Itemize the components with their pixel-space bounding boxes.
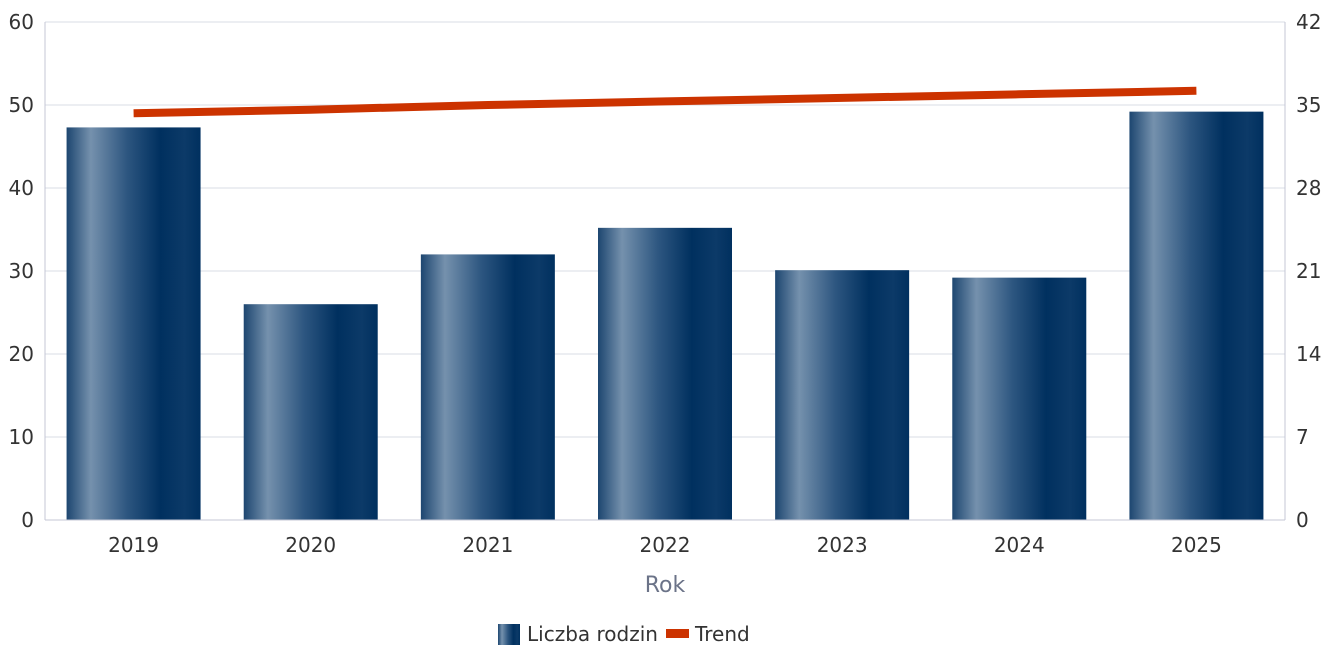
trend-series: [133, 86, 1197, 118]
bar[interactable]: [420, 254, 555, 520]
y-tick-label: 50: [9, 93, 34, 117]
y-tick-label: 40: [9, 176, 34, 200]
x-tick-label: 2025: [1171, 533, 1222, 557]
trend-line[interactable]: [133, 86, 1197, 118]
right-y-axis-ticks: 0 7 14 21 28 35 42: [1296, 10, 1321, 532]
bar[interactable]: [66, 127, 201, 520]
bar-series: [66, 111, 1264, 520]
y2-tick-label: 14: [1296, 342, 1321, 366]
x-tick-label: 2023: [817, 533, 868, 557]
legend-label: Liczba rodzin: [527, 622, 658, 645]
y2-tick-label: 21: [1296, 259, 1321, 283]
legend-swatch-bars: [498, 624, 520, 645]
y2-tick-label: 7: [1296, 425, 1309, 449]
x-tick-label: 2024: [994, 533, 1045, 557]
x-tick-label: 2020: [285, 533, 336, 557]
y2-tick-label: 42: [1296, 10, 1321, 34]
legend-item-trend[interactable]: Trend: [666, 622, 750, 645]
y-tick-label: 60: [9, 10, 34, 34]
x-tick-label: 2019: [108, 533, 159, 557]
x-axis-title: Rok: [645, 573, 686, 598]
y-tick-label: 10: [9, 425, 34, 449]
y2-tick-label: 28: [1296, 176, 1321, 200]
x-axis-ticks: 2019 2020 2021 2022 2023 2024 2025: [108, 533, 1222, 557]
legend[interactable]: Liczba rodzin Trend: [498, 622, 750, 645]
y2-tick-label: 0: [1296, 508, 1309, 532]
y-tick-label: 0: [21, 508, 34, 532]
axes: [44, 22, 1286, 521]
y-tick-label: 30: [9, 259, 34, 283]
y2-tick-label: 35: [1296, 93, 1321, 117]
bar[interactable]: [952, 277, 1087, 520]
bar[interactable]: [243, 304, 378, 520]
y-tick-label: 20: [9, 342, 34, 366]
legend-item-bars[interactable]: Liczba rodzin: [498, 622, 658, 645]
x-tick-label: 2021: [462, 533, 513, 557]
left-y-axis-ticks: 0 10 20 30 40 50 60: [9, 10, 34, 532]
legend-swatch-trend: [666, 629, 689, 638]
x-tick-label: 2022: [640, 533, 691, 557]
bar[interactable]: [598, 227, 732, 520]
legend-label: Trend: [694, 622, 750, 645]
bar[interactable]: [1129, 111, 1264, 520]
bar[interactable]: [775, 270, 910, 520]
